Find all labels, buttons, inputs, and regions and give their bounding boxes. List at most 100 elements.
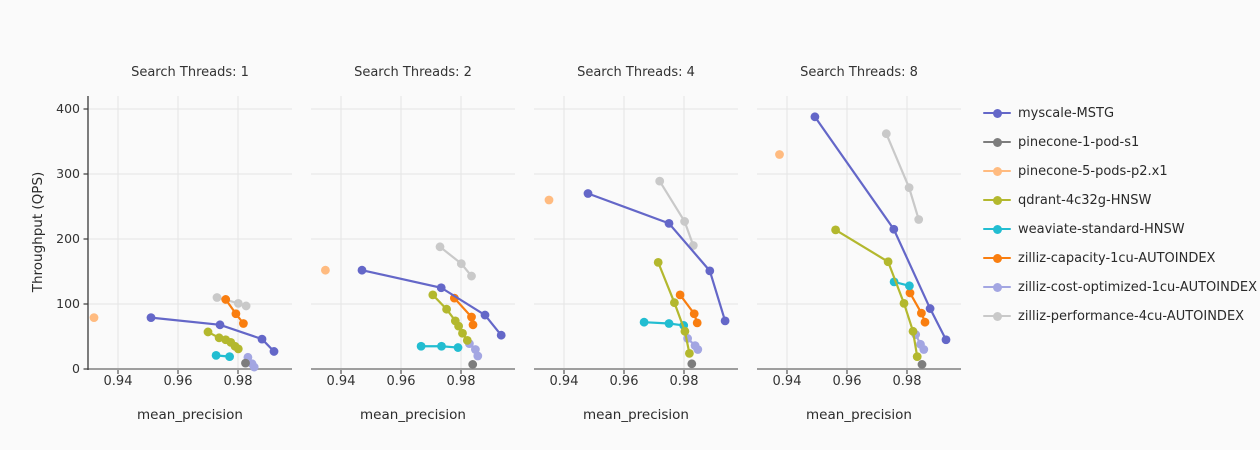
x-axis-title: mean_precision — [806, 407, 912, 423]
data-point-myscale-MSTG — [720, 316, 730, 326]
data-point-zilliz-performance-4cu-AUTOINDEX — [456, 259, 466, 269]
data-point-qdrant-4c32g-HNSW — [680, 326, 690, 336]
data-point-qdrant-4c32g-HNSW — [831, 225, 840, 235]
y-tick-label: 0 — [72, 361, 80, 376]
data-point-zilliz-performance-4cu-AUTOINDEX — [435, 242, 445, 252]
data-point-myscale-MSTG — [215, 320, 225, 330]
series-line-zilliz-performance-4cu-AUTOINDEX — [658, 180, 695, 246]
x-tick-label: 0.96 — [609, 374, 639, 389]
y-tick-label: 200 — [56, 231, 80, 246]
data-point-myscale-MSTG — [257, 334, 267, 344]
facet-title: Search Threads: 4 — [577, 65, 695, 80]
data-point-qdrant-4c32g-HNSW — [454, 321, 463, 331]
data-point-myscale-MSTG — [357, 265, 367, 275]
data-point-zilliz-performance-4cu-AUTOINDEX — [914, 215, 924, 224]
data-point-weaviate-standard-HNSW — [453, 343, 463, 352]
data-point-myscale-MSTG — [436, 283, 446, 293]
data-point-myscale-MSTG — [889, 224, 899, 234]
data-point-qdrant-4c32g-HNSW — [883, 257, 893, 267]
data-point-weaviate-standard-HNSW — [905, 281, 914, 291]
x-tick-label: 0.98 — [223, 374, 253, 389]
series-line-myscale-MSTG — [361, 269, 503, 336]
data-point-qdrant-4c32g-HNSW — [908, 326, 918, 336]
facet-title: Search Threads: 8 — [800, 65, 918, 80]
facet-title: Search Threads: 1 — [131, 65, 249, 80]
x-axis-title: mean_precision — [360, 407, 466, 423]
data-point-weaviate-standard-HNSW — [211, 350, 221, 360]
data-point-weaviate-standard-HNSW — [416, 341, 426, 351]
data-point-zilliz-capacity-1cu-AUTOINDEX — [221, 295, 231, 304]
data-point-zilliz-performance-4cu-AUTOINDEX — [212, 293, 222, 302]
series-line-myscale-MSTG — [150, 316, 275, 353]
series-line-qdrant-4c32g-HNSW — [657, 261, 691, 354]
series-line-weaviate-standard-HNSW — [644, 321, 684, 327]
series-line-myscale-MSTG — [813, 116, 947, 341]
data-point-qdrant-4c32g-HNSW — [912, 352, 922, 362]
data-point-zilliz-capacity-1cu-AUTOINDEX — [468, 320, 478, 330]
data-point-zilliz-performance-4cu-AUTOINDEX — [467, 271, 476, 281]
data-point-qdrant-4c32g-HNSW — [458, 328, 467, 338]
series-line-qdrant-4c32g-HNSW — [835, 228, 919, 357]
data-point-zilliz-capacity-1cu-AUTOINDEX — [692, 318, 702, 328]
data-point-zilliz-cost-optimized-1cu-AUTOINDEX — [249, 362, 259, 372]
data-point-zilliz-capacity-1cu-AUTOINDEX — [920, 317, 930, 327]
x-tick-label: 0.94 — [772, 374, 802, 389]
data-point-zilliz-capacity-1cu-AUTOINDEX — [467, 312, 476, 322]
x-tick-label: 0.98 — [892, 374, 922, 389]
series-line-myscale-MSTG — [587, 192, 727, 322]
data-point-myscale-MSTG — [269, 347, 279, 356]
data-point-myscale-MSTG — [664, 219, 674, 228]
data-point-zilliz-cost-optimized-1cu-AUTOINDEX — [919, 345, 929, 354]
data-point-qdrant-4c32g-HNSW — [233, 344, 243, 354]
data-point-zilliz-performance-4cu-AUTOINDEX — [241, 301, 251, 311]
data-point-myscale-MSTG — [146, 313, 156, 323]
data-point-zilliz-performance-4cu-AUTOINDEX — [881, 129, 891, 139]
series-line-zilliz-capacity-1cu-AUTOINDEX — [909, 292, 927, 323]
data-point-myscale-MSTG — [925, 304, 935, 313]
data-point-qdrant-4c32g-HNSW — [670, 298, 679, 308]
data-point-pinecone-1-pod-s1 — [917, 360, 927, 369]
x-tick-label: 0.98 — [446, 374, 476, 389]
x-tick-label: 0.94 — [549, 374, 579, 389]
data-point-pinecone-1-pod-s1 — [687, 359, 697, 369]
data-point-weaviate-standard-HNSW — [437, 341, 446, 351]
y-tick-label: 100 — [56, 296, 80, 311]
data-point-myscale-MSTG — [941, 335, 951, 345]
data-point-weaviate-standard-HNSW — [664, 319, 674, 328]
data-point-myscale-MSTG — [480, 310, 490, 320]
data-point-pinecone-1-pod-s1 — [468, 360, 478, 369]
x-tick-label: 0.96 — [386, 374, 416, 389]
data-point-qdrant-4c32g-HNSW — [685, 349, 694, 358]
x-axis-title: mean_precision — [583, 407, 689, 423]
data-point-zilliz-capacity-1cu-AUTOINDEX — [675, 290, 685, 300]
data-point-zilliz-capacity-1cu-AUTOINDEX — [231, 309, 241, 319]
y-tick-label: 300 — [56, 166, 80, 181]
series-line-zilliz-performance-4cu-AUTOINDEX — [885, 133, 920, 220]
series-line-zilliz-capacity-1cu-AUTOINDEX — [679, 294, 699, 324]
data-point-zilliz-performance-4cu-AUTOINDEX — [233, 298, 243, 308]
x-axis-title: mean_precision — [137, 407, 243, 423]
x-tick-label: 0.94 — [103, 374, 133, 389]
data-point-pinecone-5-pods-p2.x1 — [544, 195, 554, 205]
data-point-myscale-MSTG — [496, 330, 506, 340]
x-tick-label: 0.96 — [163, 374, 193, 389]
data-point-myscale-MSTG — [583, 189, 593, 198]
x-tick-label: 0.98 — [669, 374, 699, 389]
data-point-pinecone-5-pods-p2.x1 — [775, 150, 784, 159]
data-point-qdrant-4c32g-HNSW — [203, 327, 213, 337]
data-point-zilliz-performance-4cu-AUTOINDEX — [655, 176, 665, 186]
facet-title: Search Threads: 2 — [354, 65, 472, 80]
data-point-qdrant-4c32g-HNSW — [214, 333, 224, 343]
data-point-pinecone-5-pods-p2.x1 — [89, 313, 99, 323]
data-point-pinecone-5-pods-p2.x1 — [321, 265, 330, 275]
series-line-zilliz-performance-4cu-AUTOINDEX — [439, 245, 473, 277]
data-point-zilliz-performance-4cu-AUTOINDEX — [680, 217, 689, 226]
data-point-zilliz-capacity-1cu-AUTOINDEX — [905, 288, 915, 298]
data-point-qdrant-4c32g-HNSW — [899, 298, 909, 308]
x-tick-label: 0.96 — [832, 374, 862, 389]
data-point-qdrant-4c32g-HNSW — [428, 290, 438, 300]
data-point-weaviate-standard-HNSW — [639, 317, 649, 327]
